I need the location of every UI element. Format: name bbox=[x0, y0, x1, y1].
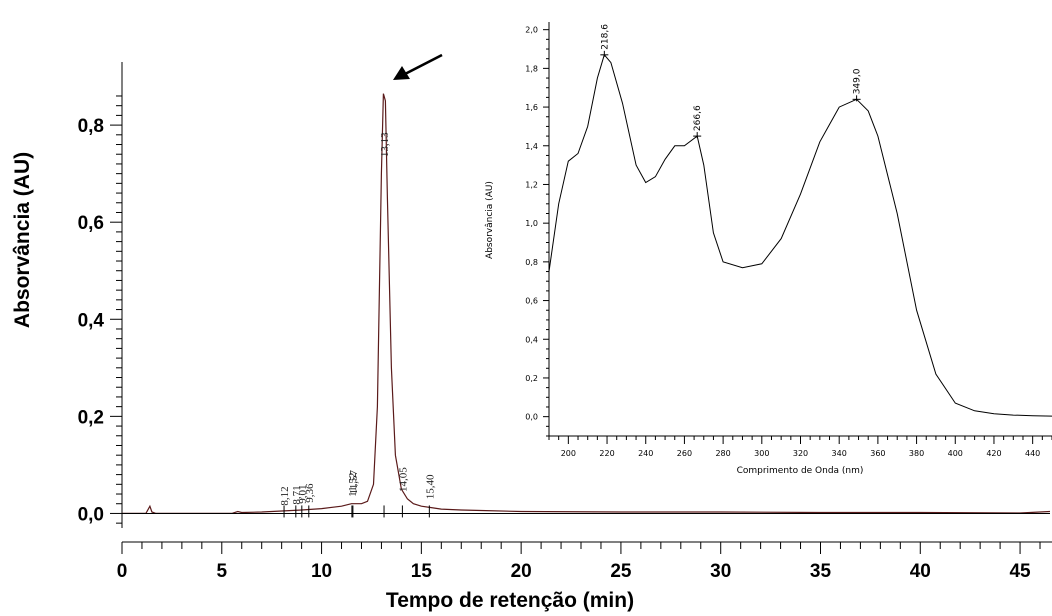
inset-peak-label: 349,0 bbox=[853, 68, 863, 94]
main-chart: 0,0 0,2 0,4 0,6 0,8 0 5 10 15 20 25 30 35 40 45 13,13… bbox=[11, 53, 1052, 612]
peak-retention-label: 13,13 bbox=[379, 132, 391, 157]
inset-x-tick-label: 220 bbox=[599, 449, 614, 458]
inset-x-tick-label: 400 bbox=[948, 449, 963, 458]
main-y-tick-label: 0,2 bbox=[78, 407, 104, 428]
inset-x-tick-label: 320 bbox=[793, 449, 808, 458]
main-x-tick-label: 20 bbox=[511, 561, 532, 582]
inset-background bbox=[512, 8, 1052, 486]
peak-retention-label: 14,05 bbox=[397, 467, 409, 492]
main-x-tick-label: 5 bbox=[216, 561, 227, 582]
inset-y-tick-label: 1,8 bbox=[525, 64, 538, 73]
inset-y-tick-label: 1,2 bbox=[525, 180, 538, 189]
inset-x-tick-label: 260 bbox=[677, 449, 692, 458]
main-x-tick-label: 30 bbox=[710, 561, 731, 582]
inset-x-tick-label: 300 bbox=[754, 449, 769, 458]
peak-retention-label: 11,57 bbox=[348, 470, 360, 495]
inset-x-tick-label: 200 bbox=[561, 449, 576, 458]
inset-y-axis-title: Absorvância (AU) bbox=[485, 181, 495, 259]
inset-peak-label: 266,6 bbox=[693, 105, 703, 131]
main-y-tick-label: 0,6 bbox=[78, 213, 104, 234]
inset-x-axis-title: Comprimento de Onda (nm) bbox=[737, 466, 864, 476]
inset-x-axis: 200 220 240 260 280 300 320 340 360 380 400 420 440 bbox=[548, 436, 1052, 458]
inset-y-tick-label: 0,6 bbox=[525, 297, 538, 306]
main-x-tick-label: 0 bbox=[117, 561, 128, 582]
main-x-axis-title: Tempo de retenção (min) bbox=[386, 589, 634, 612]
main-x-tick-label: 40 bbox=[910, 561, 931, 582]
main-y-axis: 0,0 0,2 0,4 0,6 0,8 bbox=[78, 62, 123, 528]
main-y-tick-label: 0,8 bbox=[78, 116, 104, 137]
chromatogram-trace bbox=[122, 93, 1051, 514]
inset-x-tick-label: 440 bbox=[1025, 449, 1040, 458]
inset-x-tick-label: 360 bbox=[870, 449, 885, 458]
inset-peak-label: 218,6 bbox=[600, 24, 610, 50]
main-y-axis-title: Absorvância (AU) bbox=[11, 152, 34, 328]
inset-y-tick-label: 0,0 bbox=[525, 413, 538, 422]
peak-retention-label: 9,01 bbox=[297, 484, 309, 503]
main-x-tick-label: 35 bbox=[810, 561, 832, 582]
peak-retention-label: 8,71 bbox=[291, 485, 303, 504]
main-x-tick-label: 45 bbox=[1009, 561, 1031, 582]
peak-arrow-icon bbox=[393, 53, 443, 80]
inset-y-tick-label: 1,0 bbox=[525, 219, 538, 228]
main-x-tick-label: 10 bbox=[311, 561, 332, 582]
inset-x-tick-label: 280 bbox=[715, 449, 730, 458]
peak-retention-label: 8,12 bbox=[279, 486, 291, 505]
main-x-axis: 0 5 10 15 20 25 30 35 40 45 bbox=[117, 541, 1052, 582]
inset-x-tick-label: 340 bbox=[832, 449, 847, 458]
inset-x-tick-label: 240 bbox=[638, 449, 653, 458]
main-y-tick-label: 0,0 bbox=[78, 504, 104, 525]
inset-y-tick-label: 1,6 bbox=[525, 103, 538, 112]
peak-retention-label: 9,36 bbox=[304, 483, 316, 503]
main-x-tick-label: 25 bbox=[610, 561, 632, 582]
inset-x-tick-label: 420 bbox=[986, 449, 1001, 458]
peak-retention-label: 15,40 bbox=[424, 474, 436, 499]
inset-peak-labels: 218,6 266,6 349,0 bbox=[600, 24, 863, 139]
peak-retention-label: 11,52 bbox=[347, 473, 359, 497]
uv-spectrum-inset: 0,0 0,2 0,4 0,6 0,8 1,0 1,2 1,4 1,6 1,8 2,0 200 220… bbox=[485, 8, 1052, 486]
main-x-tick-label: 15 bbox=[411, 561, 433, 582]
inset-y-tick-label: 2,0 bbox=[525, 26, 538, 35]
inset-y-axis: 0,0 0,2 0,4 0,6 0,8 1,0 1,2 1,4 1,6 1,8 2,0 bbox=[525, 26, 549, 437]
inset-y-tick-label: 1,4 bbox=[525, 142, 538, 151]
inset-y-tick-label: 0,8 bbox=[525, 258, 538, 267]
main-y-tick-label: 0,4 bbox=[78, 310, 105, 331]
inset-y-tick-label: 0,4 bbox=[525, 335, 538, 344]
inset-y-tick-label: 0,2 bbox=[525, 374, 538, 383]
inset-x-tick-label: 380 bbox=[909, 449, 924, 458]
